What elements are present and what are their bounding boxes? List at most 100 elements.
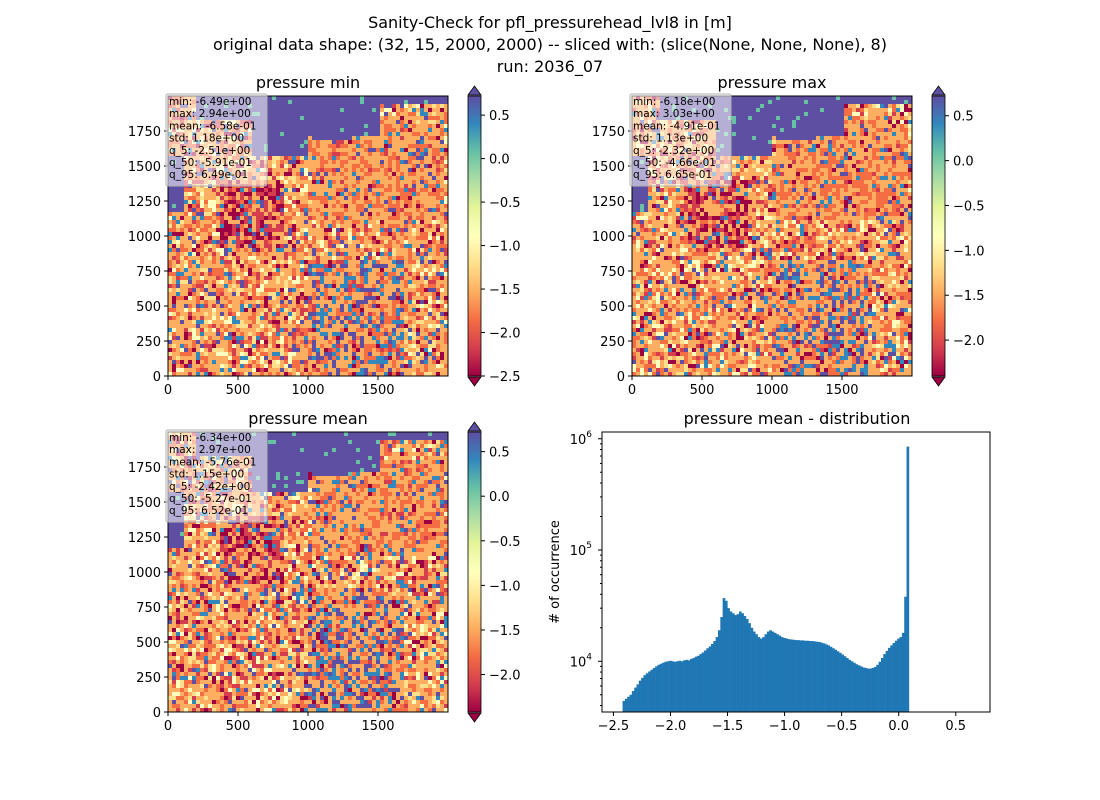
y-tick-label: 105	[570, 541, 592, 559]
y-tick-label: 0	[153, 370, 161, 385]
histogram-bar	[678, 660, 682, 712]
x-tick-label: 1500	[361, 719, 394, 734]
panel-title: pressure mean	[248, 409, 368, 428]
x-tick-label: 1500	[361, 383, 394, 398]
histogram-bar	[887, 647, 891, 712]
histogram-bar	[671, 661, 675, 712]
histogram-bar	[866, 668, 870, 712]
histogram-bar	[648, 671, 651, 712]
histogram-bar	[883, 654, 886, 712]
suptitle-line-3: run: 2036_07	[497, 57, 603, 77]
colorbar-extend-max	[467, 421, 482, 432]
histogram-bar	[645, 673, 649, 712]
stats-line: std: 1.18e+00	[169, 133, 244, 145]
colorbar-extend-min	[467, 376, 482, 387]
panel-pressure-mean: pressure mean 0 500 1000 1500 0 250 500 750 1000…	[128, 409, 521, 734]
suptitle-line-1: Sanity-Check for pfl_pressurehead_lvl8 i…	[368, 13, 732, 33]
histogram-bar	[839, 652, 842, 712]
colorbar-tick-label: −0.5	[489, 196, 521, 211]
colorbar-tick-label: −0.5	[953, 199, 985, 214]
y-tick-label: 250	[600, 335, 625, 350]
y-tick-label: 104	[570, 652, 593, 670]
histogram-bar	[627, 696, 630, 712]
histogram-bar	[901, 632, 905, 712]
histogram-bar	[878, 661, 882, 712]
colorbar-tick-label: −1.5	[489, 624, 521, 639]
histogram-bar	[885, 650, 889, 712]
histogram-bar	[701, 652, 705, 712]
y-tick-label: 1250	[128, 195, 161, 210]
histogram-bar	[750, 627, 754, 712]
y-tick-label: 250	[136, 335, 161, 350]
histogram-bar	[820, 642, 824, 712]
colorbar-tick-label: −1.5	[489, 283, 521, 298]
y-tick-label: 500	[136, 636, 161, 651]
y-tick-label: 1750	[592, 125, 625, 140]
histogram-bar	[666, 661, 670, 712]
histogram-bar	[897, 638, 900, 712]
histogram-bar	[792, 639, 796, 712]
y-tick-label: 1500	[128, 496, 161, 511]
histogram-bar	[906, 446, 910, 712]
histogram-bar	[683, 660, 686, 712]
histogram-bar	[755, 634, 758, 712]
histogram-bar	[697, 655, 700, 712]
histogram-bar	[659, 663, 663, 712]
histogram-bar	[841, 654, 844, 712]
histogram-bar	[815, 641, 819, 712]
histogram-bar	[713, 641, 716, 712]
y-tick-label: 0	[153, 706, 161, 721]
histogram-bar	[745, 618, 749, 712]
colorbar-extend-min	[931, 376, 946, 387]
histogram-bar	[655, 666, 658, 712]
x-tick-label: −1.5	[712, 719, 744, 734]
histogram-bar	[717, 630, 721, 712]
heatmap-image	[168, 96, 449, 377]
colorbar-tick-label: 0.0	[953, 155, 974, 170]
histogram-bar	[676, 661, 679, 712]
stats-box	[629, 93, 732, 187]
histogram-bar	[634, 687, 637, 712]
colorbar-tick-label: −1.0	[489, 579, 521, 594]
y-tick-label: 1000	[128, 566, 161, 581]
panel-title: pressure min	[256, 73, 360, 92]
histogram-bar	[741, 613, 744, 712]
histogram-bar	[669, 660, 672, 712]
histogram-bar	[731, 613, 735, 712]
x-tick-label: 1000	[291, 719, 324, 734]
histogram-bar	[811, 641, 814, 712]
histogram-bar	[664, 661, 668, 712]
histogram-bar	[673, 661, 677, 712]
histogram-bar	[850, 661, 854, 712]
x-tick-label: 1500	[825, 383, 858, 398]
colorbar-tick-label: −0.5	[489, 535, 521, 550]
histogram-bar	[808, 641, 812, 712]
histogram-bar	[904, 596, 907, 712]
colorbar-tick-label: 0.0	[489, 490, 510, 505]
histogram-bar	[762, 637, 765, 712]
histogram-bar	[680, 661, 684, 712]
panel-title: pressure max	[717, 73, 826, 92]
colorbar	[931, 95, 946, 377]
histogram-bar	[776, 634, 779, 712]
histogram-bar	[857, 665, 861, 712]
histogram-bar	[771, 631, 775, 712]
colorbar	[467, 431, 482, 713]
histogram-bar	[743, 616, 747, 712]
y-tick-label: 1250	[592, 195, 625, 210]
histogram-bar	[757, 637, 761, 712]
histogram-bar	[759, 638, 763, 712]
histogram-bar	[766, 631, 770, 712]
histogram-bar	[848, 659, 851, 712]
histogram-bar	[832, 648, 835, 712]
histogram-bar	[687, 660, 691, 712]
histogram-bar	[643, 675, 647, 712]
histogram-bar	[818, 642, 821, 712]
y-tick-label: 1500	[128, 160, 161, 175]
histogram-bar	[729, 611, 733, 712]
histogram-bar	[785, 638, 789, 712]
y-tick-label: 1750	[128, 125, 161, 140]
x-tick-label: 1000	[291, 383, 324, 398]
suptitle-line-2: original data shape: (32, 15, 2000, 2000…	[213, 35, 887, 54]
colorbar-tick-label: −2.0	[489, 669, 521, 684]
